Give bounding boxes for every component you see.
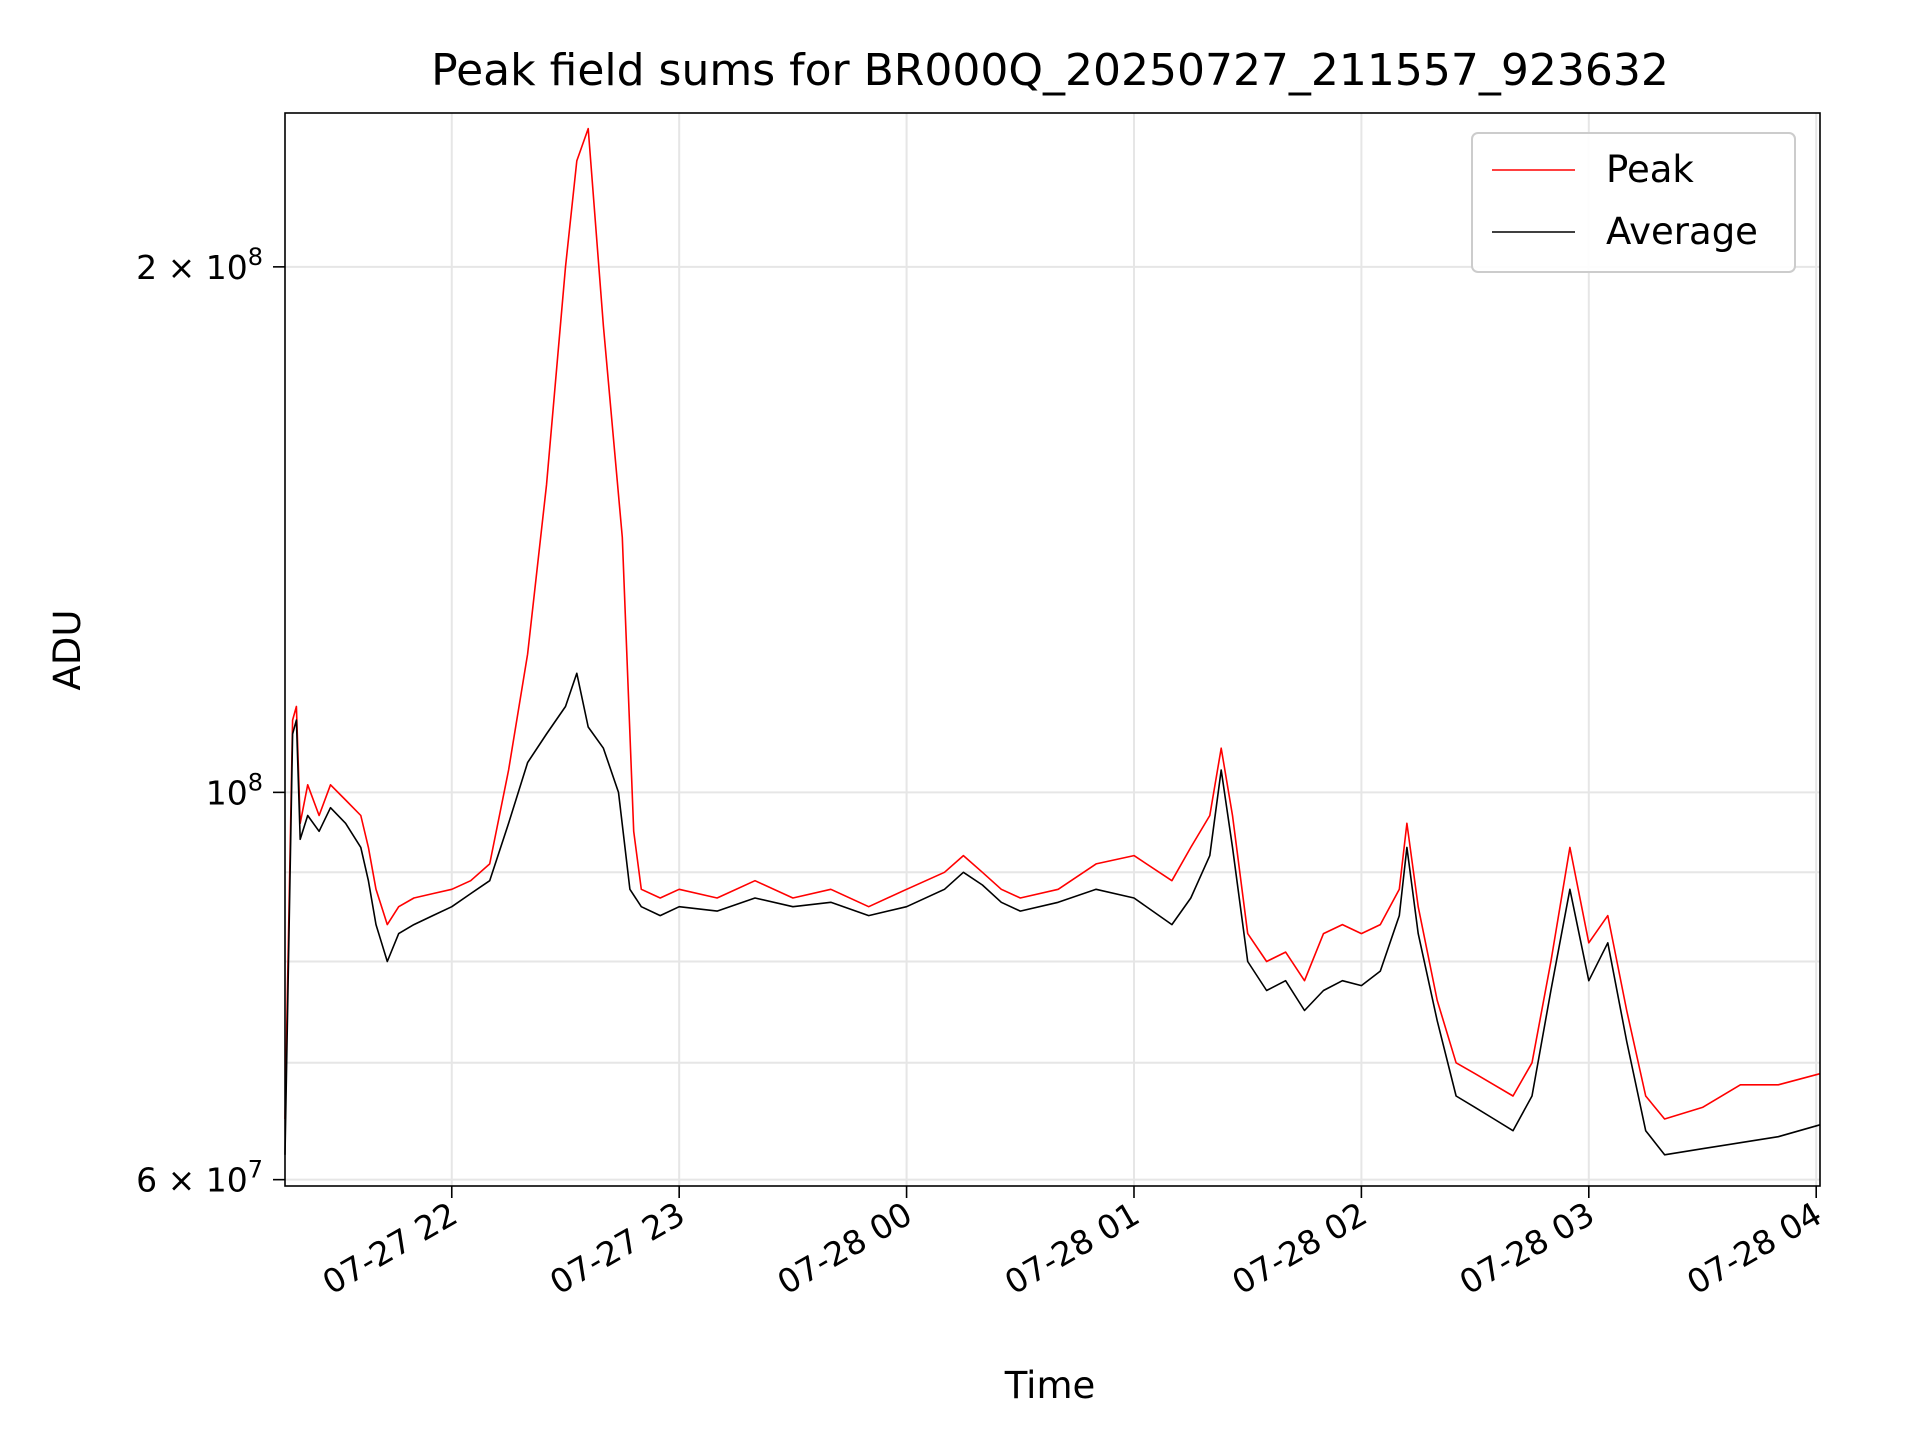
series-line-peak [284, 127, 1821, 1120]
x-axis-label: Time [1004, 1364, 1096, 1407]
plot-frame [284, 112, 1821, 1187]
series-line-average [284, 672, 1821, 1156]
y-tick-label: 6 × 107 [136, 1156, 263, 1200]
legend: Peak Average [1471, 132, 1796, 273]
chart-title: Peak field sums for BR000Q_20250727_2115… [431, 45, 1669, 96]
legend-label-peak: Peak [1606, 148, 1694, 191]
y-tick-label: 108 [206, 768, 263, 812]
legend-box [1471, 132, 1796, 273]
y-axis-label: ADU [46, 610, 89, 691]
legend-label-average: Average [1606, 210, 1758, 253]
grid [285, 113, 1820, 1186]
y-tick-label: 2 × 108 [136, 243, 263, 287]
plot-lines [284, 127, 1821, 1156]
y-axis-ticks: 2 × 108 108 6 × 107 [136, 243, 285, 1200]
